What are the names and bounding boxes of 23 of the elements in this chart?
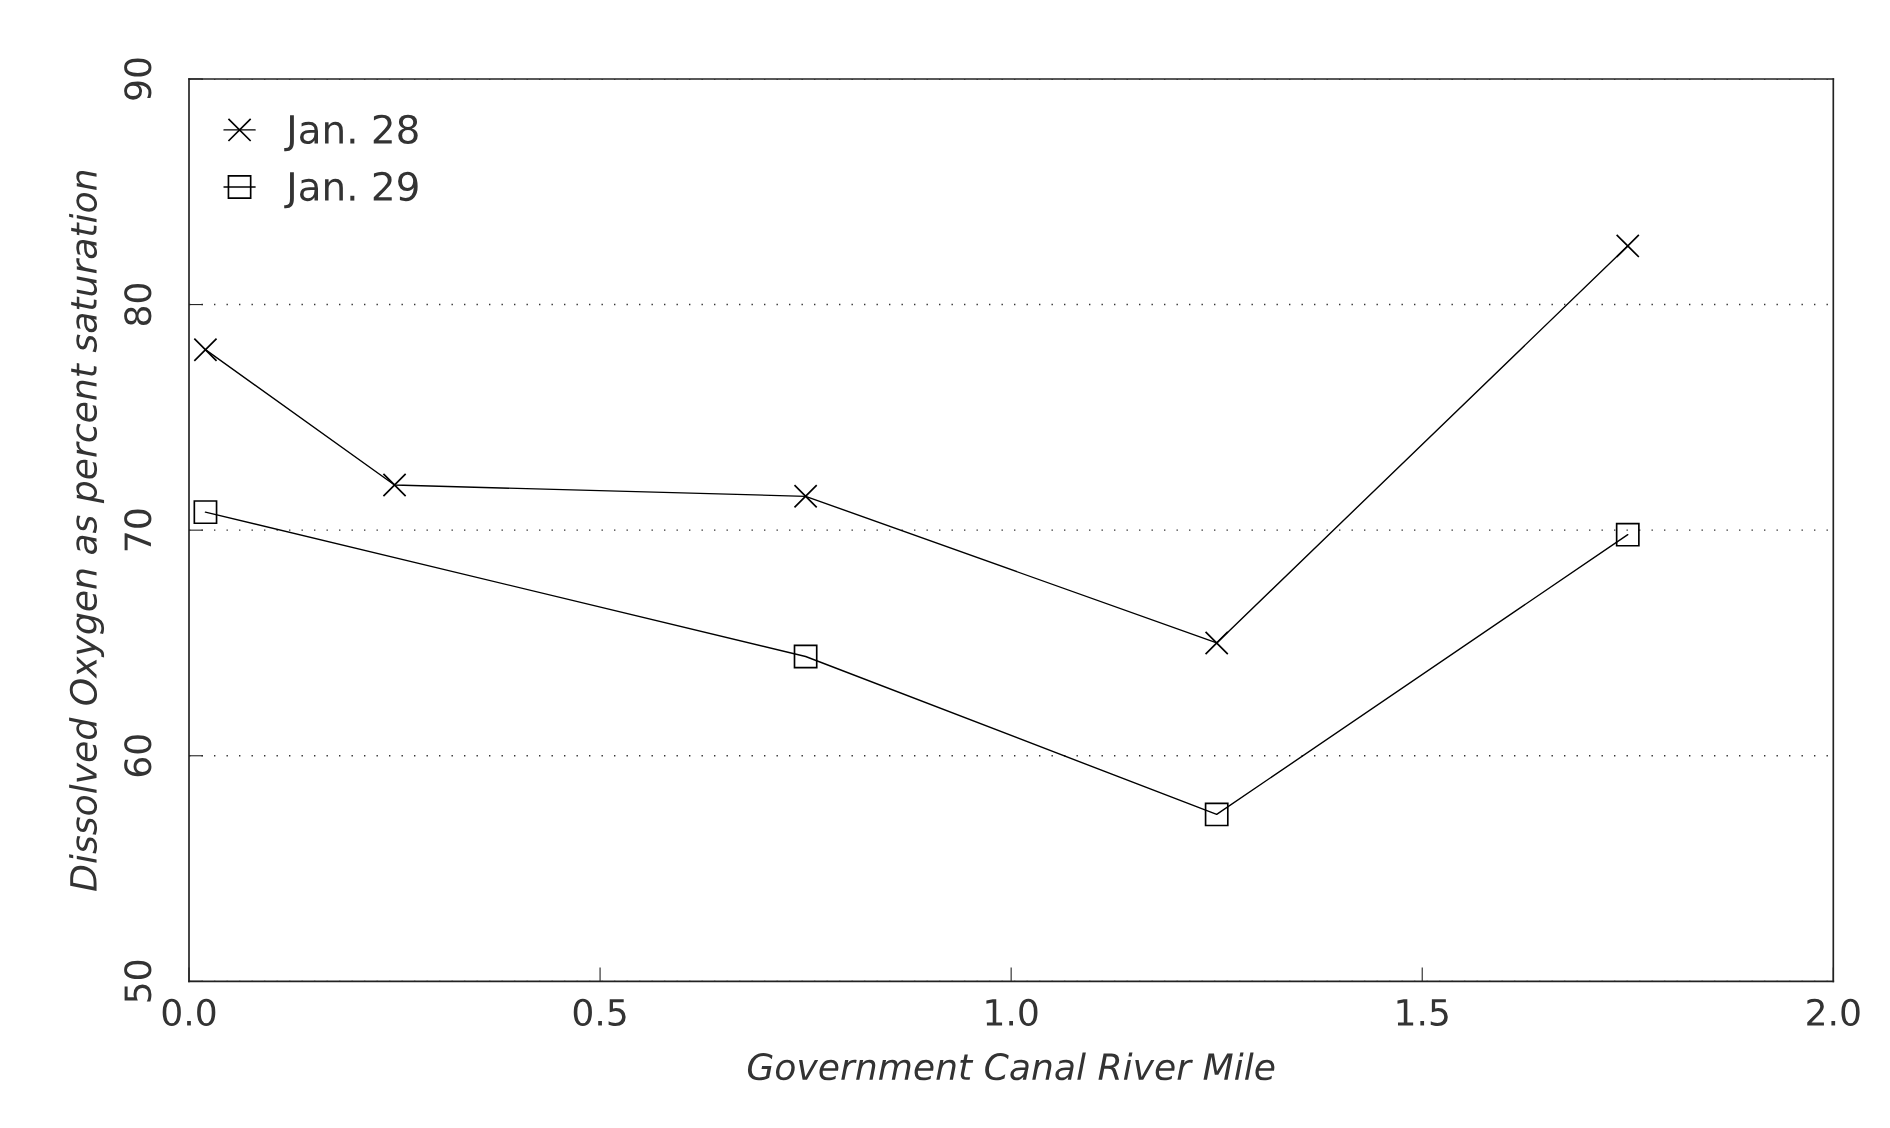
point — [1204, 802, 1229, 827]
x-tick-label: 0.0 — [162, 998, 216, 1026]
point — [793, 484, 818, 509]
x-axis-title: Government Canal River Mile — [747, 1052, 1275, 1081]
y-tick-label: 70 — [124, 509, 152, 551]
y-tick-label: 90 — [124, 58, 152, 100]
y-tick-label: 60 — [124, 735, 152, 777]
y-tick-label: 50 — [124, 960, 152, 1002]
point — [1615, 522, 1640, 547]
legend-label: Jan. 28 — [284, 114, 418, 152]
legend-label: Jan. 29 — [284, 171, 418, 209]
point — [1615, 233, 1640, 258]
x-tick-label: 2.0 — [1807, 998, 1860, 1026]
point — [382, 473, 407, 497]
point — [1204, 631, 1229, 655]
point — [793, 644, 818, 669]
point — [193, 500, 218, 525]
y-tick-label: 80 — [124, 283, 152, 326]
y-axis-title: Dissolved Oxygen as percent saturation — [69, 170, 105, 891]
x-tick-label: 0.5 — [573, 998, 626, 1026]
x-tick-label: 1.5 — [1397, 999, 1448, 1026]
x-tick-label: 1.0 — [986, 998, 1038, 1026]
point — [193, 337, 218, 362]
